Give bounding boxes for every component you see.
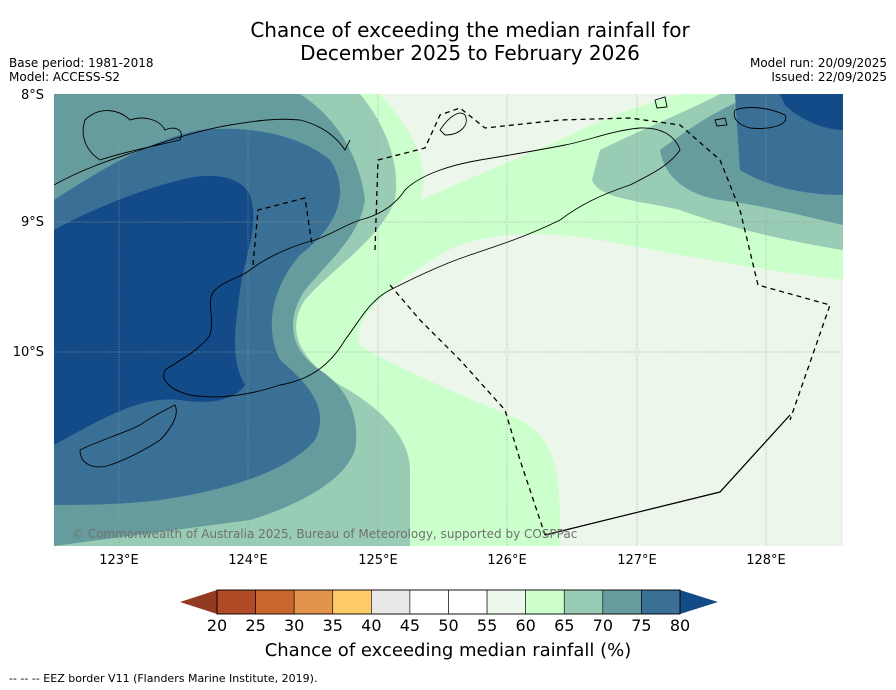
colorbar-tick-55: 55 [476, 616, 498, 635]
colorbar-cell-75-80 [641, 589, 681, 615]
contour-80-plus [54, 94, 843, 445]
contour-75-80 [54, 94, 843, 505]
copyright-notice: © Commonwealth of Australia 2025, Bureau… [72, 527, 578, 541]
lon-label-126e: 126°E [487, 553, 527, 568]
lon-label-127e: 127°E [617, 553, 657, 568]
graticule [54, 94, 843, 546]
model-run: Model run: 20/09/2025 [749, 56, 887, 70]
title-line-2: December 2025 to February 2026 [300, 41, 640, 65]
colorbar-cell-25-30 [255, 589, 295, 615]
rainfall-contours [54, 94, 843, 546]
colorbar-tick-50: 50 [438, 616, 459, 635]
colorbar-cell-45-50 [409, 589, 449, 615]
colorbar-tick-25: 25 [245, 616, 266, 635]
colorbar-cell-50-55 [448, 589, 488, 615]
colorbar-tick-40: 40 [361, 616, 382, 635]
colorbar-tick-65: 65 [554, 616, 575, 635]
issued-date: Issued: 22/09/2025 [771, 70, 887, 84]
colorbar-cell-30-35 [293, 589, 334, 615]
lat-label-8s: 8°S [20, 88, 44, 103]
colorbar-cell-20-25 [216, 589, 256, 615]
eez-border-solid [544, 414, 791, 536]
colorbar-cell-55-60 [486, 589, 526, 615]
colorbar-tick-60: 60 [515, 616, 536, 635]
colorbar-title: Chance of exceeding median rainfall (%) [264, 640, 632, 661]
colorbar-outline [216, 589, 681, 615]
colorbar-over-triangle [680, 590, 718, 614]
lat-label-10s: 10°S [12, 345, 44, 360]
colorbar-tick-30: 30 [283, 616, 305, 635]
title-line-1: Chance of exceeding the median rainfall … [250, 18, 690, 42]
colorbar-cell-35-40 [332, 589, 372, 615]
colorbar [180, 589, 718, 615]
lon-label-124e: 124°E [228, 553, 268, 568]
colorbar-cell-70-75 [602, 589, 642, 615]
coastlines [54, 96, 787, 468]
colorbar-tick-75: 75 [631, 616, 652, 635]
map-title: Chance of exceeding the median rainfall … [0, 19, 896, 65]
eez-border [252, 107, 831, 536]
lon-label-128e: 128°E [746, 553, 786, 568]
lon-label-125e: 125°E [358, 553, 398, 568]
model-name: Model: ACCESS-S2 [9, 70, 121, 84]
colorbar-tick-80: 80 [669, 616, 691, 635]
meta-right: Model run: 20/09/2025 Issued: 22/09/2025 [750, 56, 887, 84]
colorbar-cell-40-45 [371, 589, 411, 615]
meta-left: Base period: 1981-2018 Model: ACCESS-S2 [9, 56, 154, 84]
colorbar-cell-65-70 [563, 589, 604, 615]
colorbar-tick-45: 45 [399, 616, 421, 635]
lon-label-123e: 123°E [99, 553, 139, 568]
colorbar-tick-20: 20 [206, 616, 228, 635]
colorbar-cell-60-65 [525, 589, 565, 615]
base-period: Base period: 1981-2018 [9, 56, 154, 70]
eez-footnote: -- -- -- EEZ border V11 (Flanders Marine… [9, 672, 318, 685]
colorbar-tick-70: 70 [592, 616, 613, 635]
lat-label-9s: 9°S [20, 215, 44, 230]
colorbar-tick-35: 35 [322, 616, 343, 635]
colorbar-under-triangle [180, 590, 217, 614]
